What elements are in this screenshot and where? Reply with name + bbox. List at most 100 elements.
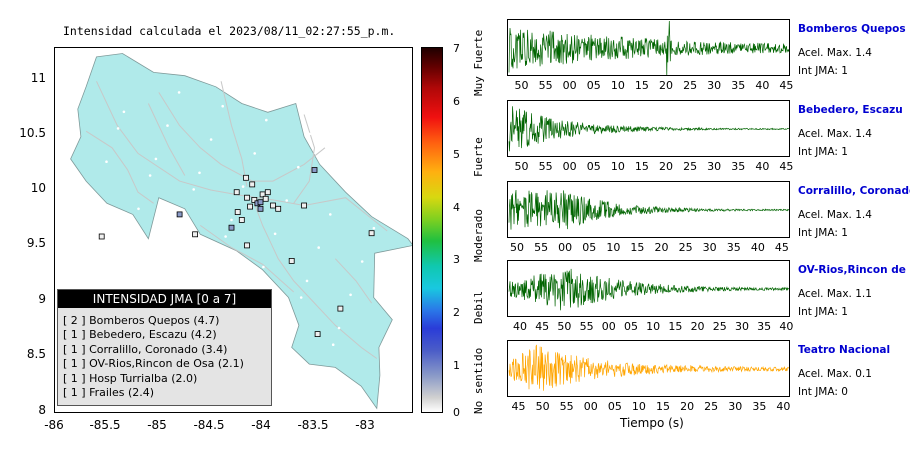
station-marker[interactable] (288, 257, 295, 264)
waveform-panel[interactable] (507, 100, 790, 157)
station-name[interactable]: Bebedero, Escazu (798, 104, 903, 116)
time-tick: 45 (511, 400, 526, 413)
town-dot (241, 185, 245, 188)
station-marker[interactable] (314, 331, 321, 338)
station-intensity: Int JMA: 1 (798, 65, 848, 77)
time-tick: 55 (534, 241, 549, 254)
waveform-panel[interactable] (507, 19, 790, 76)
time-tick: 00 (583, 400, 598, 413)
town-dot (256, 282, 259, 285)
town-dot (169, 254, 172, 258)
town-dot (262, 265, 265, 269)
time-tick: 50 (557, 320, 572, 333)
road-line (251, 197, 378, 359)
time-tick: 20 (680, 400, 695, 413)
time-tick: 55 (538, 160, 553, 173)
town-dot (288, 329, 291, 333)
waveform-time-ticks: 50 55 00 05 10 15 20 25 30 35 40 45 (507, 79, 794, 93)
map-y-tick: 9.5 (26, 236, 46, 250)
station-marker[interactable] (270, 202, 276, 209)
time-tick: 10 (606, 241, 621, 254)
colorbar-label-moderado: Moderado (472, 209, 485, 262)
legend-item: [ 1 ] Bebedero, Escazu (4.2) (63, 328, 217, 342)
station-marker[interactable] (262, 195, 269, 202)
station-acceleration: Acel. Max. 1.1 (798, 288, 872, 300)
time-tick: 10 (631, 400, 646, 413)
station-marker[interactable] (233, 189, 240, 196)
station-marker[interactable] (234, 209, 241, 216)
time-tick: 25 (704, 400, 719, 413)
town-dot (221, 104, 224, 108)
waveform-time-ticks: 50 55 00 05 10 15 20 25 30 35 40 45 (507, 160, 794, 174)
time-tick: 30 (734, 320, 749, 333)
station-name[interactable]: Teatro Nacional (798, 344, 891, 356)
station-marker[interactable] (244, 194, 250, 201)
station-marker[interactable] (176, 211, 183, 218)
legend-list: [ 2 ] Bomberos Quepos (4.7) [ 1 ] Bebede… (58, 314, 271, 400)
intensity-legend: INTENSIDAD JMA [0 a 7] [ 2 ] Bomberos Qu… (57, 289, 272, 406)
colorbar-tick: 2 (453, 306, 460, 319)
town-dot (192, 188, 195, 191)
town-dot (331, 343, 335, 347)
town-dot (317, 246, 321, 249)
station-marker[interactable] (257, 199, 264, 206)
waveform-trace (508, 106, 789, 152)
time-tick: 40 (750, 241, 765, 254)
town-dot (116, 127, 120, 130)
map-x-tick: -86 (44, 418, 64, 432)
time-tick: 40 (776, 400, 791, 413)
station-intensity: Int JMA: 1 (798, 227, 848, 239)
station-marker[interactable] (228, 224, 235, 231)
station-marker[interactable] (251, 196, 258, 203)
town-dot (137, 207, 140, 211)
waveform-line (508, 189, 789, 230)
station-marker[interactable] (243, 174, 249, 181)
town-dot (305, 279, 309, 283)
colorbar-tick: 0 (453, 406, 460, 419)
waveform-panel[interactable] (507, 260, 790, 317)
station-marker[interactable] (301, 202, 308, 209)
station-marker[interactable] (249, 181, 256, 188)
time-tick: 30 (702, 241, 717, 254)
town-dot (297, 165, 300, 169)
time-tick: 00 (562, 79, 577, 92)
time-tick: 40 (513, 320, 527, 333)
station-marker[interactable] (368, 230, 375, 237)
time-tick: 45 (535, 320, 550, 333)
station-name[interactable]: OV-Rios,Rincon de Osa (798, 264, 910, 276)
waveform-time-ticks: 45 50 55 00 05 10 15 20 25 30 35 40 (507, 400, 791, 414)
station-name[interactable]: Corralillo, Coronado (798, 185, 910, 197)
time-tick: 20 (654, 241, 669, 254)
time-tick: 45 (779, 160, 794, 173)
station-name[interactable]: Bomberos Quepos (798, 23, 906, 35)
station-marker[interactable] (337, 305, 344, 312)
station-marker[interactable] (192, 231, 199, 238)
time-tick: 25 (712, 320, 727, 333)
waveform-panel[interactable] (507, 340, 790, 397)
time-tick: 10 (610, 79, 625, 92)
station-marker[interactable] (264, 189, 271, 196)
town-dot (329, 213, 332, 216)
costa-rica-landmass (70, 53, 412, 410)
time-tick: 15 (634, 79, 649, 92)
legend-item: [ 1 ] Corralillo, Coronado (3.4) (63, 342, 228, 356)
colorbar-label-fuerte: Fuerte (472, 137, 485, 177)
town-dot (337, 326, 341, 330)
station-marker[interactable] (311, 167, 318, 173)
waveform-panel[interactable] (507, 181, 790, 238)
station-acceleration: Acel. Max. 1.4 (798, 209, 872, 221)
station-marker[interactable] (244, 242, 250, 249)
time-tick: 40 (779, 320, 794, 333)
town-dot (122, 110, 126, 114)
time-tick: 45 (779, 79, 794, 92)
station-marker[interactable] (247, 203, 254, 210)
time-tick: 35 (757, 320, 772, 333)
station-marker[interactable] (238, 216, 245, 223)
time-tick: 05 (586, 79, 601, 92)
station-marker[interactable] (275, 205, 282, 212)
station-marker[interactable] (257, 205, 264, 212)
town-dot (285, 199, 288, 202)
station-marker[interactable] (98, 233, 105, 240)
town-dot (253, 152, 256, 155)
time-tick: 05 (623, 320, 638, 333)
